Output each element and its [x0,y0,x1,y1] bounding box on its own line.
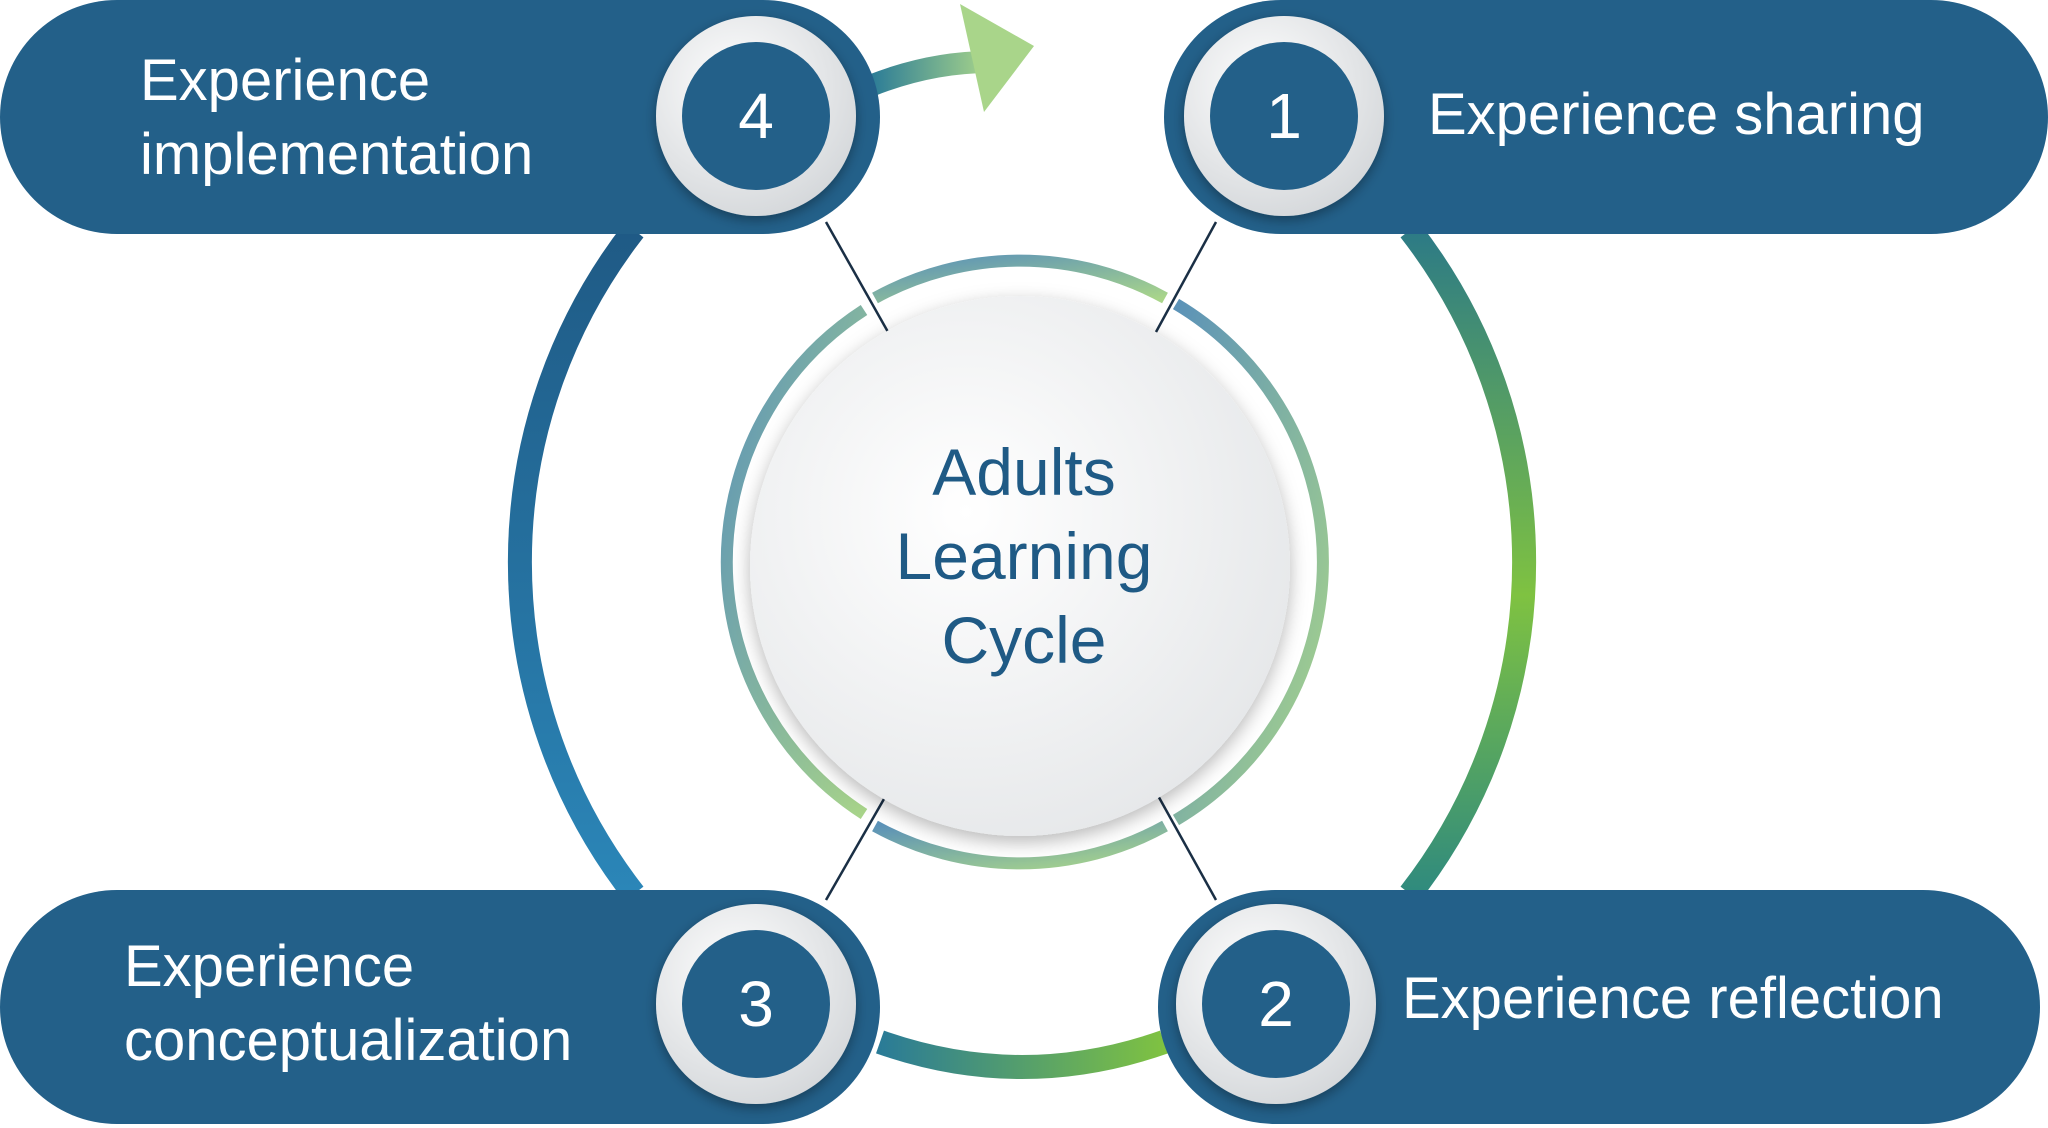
stage-number-2: 2 [1258,968,1294,1040]
stage-label-line: Experience reflection [1402,966,1944,1031]
stage-box-1 [1164,0,2048,234]
stage-label-1: Experience sharing [1428,78,1925,152]
stage-number-1: 1 [1266,80,1302,152]
stage-label-line: implementation [140,122,534,187]
badge-1 [1184,16,1384,216]
inner-ring-left [720,304,868,820]
stage-box-3 [0,890,880,1124]
center-title-line: Learning [895,519,1153,593]
center-title: Adults Learning Cycle [764,430,1284,682]
outer-arc-left [507,222,644,902]
badge-4 [656,16,856,216]
stage-box-2 [1158,890,2040,1124]
stage-label-line: Experience sharing [1428,82,1925,147]
connector-line-3 [824,791,890,901]
stage-box-4 [0,0,880,234]
stage-label-2: Experience reflection [1402,962,1944,1036]
outer-arc-right [1400,222,1537,902]
stage-label-line: Experience [124,934,415,999]
connector-line-1 [1154,221,1218,333]
badge-3 [656,904,856,1104]
cycle-arrow-shaft [865,51,991,97]
arrow-right-icon [960,4,1034,112]
stage-number-4: 4 [738,80,774,152]
connector-line-4 [824,221,890,333]
inner-ring-right [1172,298,1329,826]
stage-label-line: Experience [140,48,431,113]
center-title-line: Cycle [941,603,1107,677]
center-circle [750,296,1290,836]
inner-ring-bottom [872,820,1168,870]
stage-label-4: Experience implementation [140,44,533,192]
stage-label-line: conceptualization [124,1008,573,1073]
stage-label-3: Experience conceptualization [124,930,572,1078]
center-title-line: Adults [932,435,1116,509]
outer-arc-bottom [876,1030,1168,1079]
stage-number-3: 3 [738,968,774,1040]
inner-ring-top [872,254,1168,304]
badge-2 [1176,904,1376,1104]
connector-line-2 [1154,791,1218,901]
